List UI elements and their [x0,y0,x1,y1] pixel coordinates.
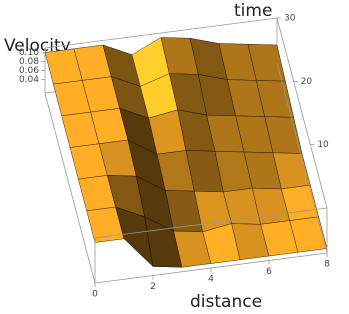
surface-patch [289,216,328,253]
y-tick-label: 20 [301,77,313,87]
box-edge [44,17,278,49]
y-tick-label: 30 [284,14,296,24]
x-tick-label: 4 [208,275,214,285]
box-edge [94,207,328,239]
x-axis-title: distance [190,292,262,312]
y-tick-label: 10 [317,140,329,150]
z-tick-label: 0.08 [19,57,39,67]
box-edge [44,92,96,284]
box-edge [276,17,328,209]
z-tick-label: 0.04 [19,75,39,85]
x-tick-label: 6 [266,267,272,277]
x-tick-label: 2 [150,282,156,292]
z-tick-label: 0.06 [19,66,39,76]
z-axis-title: Velocity [4,36,71,56]
y-axis-title: time [234,1,272,21]
x-tick-label: 0 [92,290,98,300]
box-edge [276,62,328,254]
z-tick-label: 0.10 [19,48,39,58]
x-tick-label: 8 [324,260,330,270]
